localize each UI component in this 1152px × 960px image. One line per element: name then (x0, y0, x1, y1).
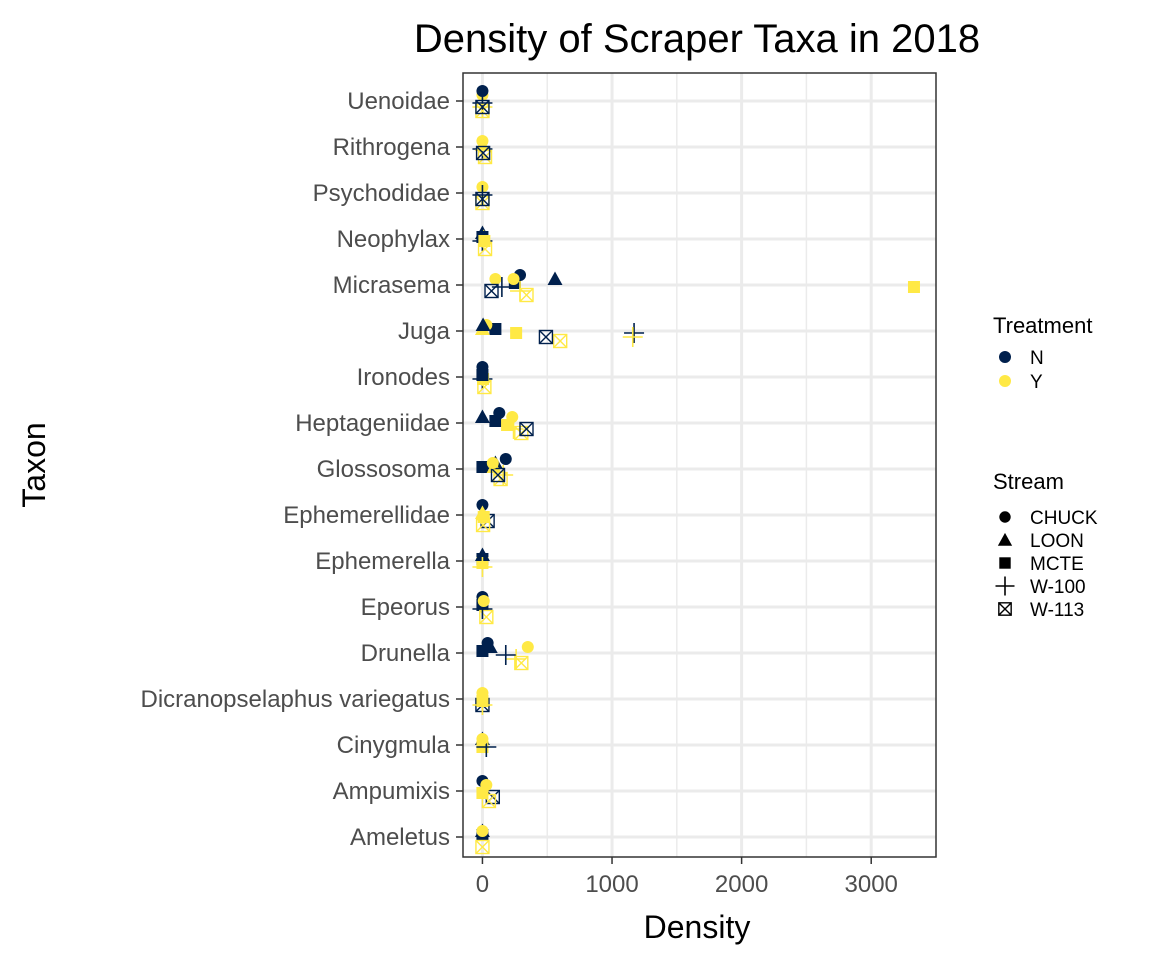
data-point (506, 649, 527, 669)
y-tick-label: Cinygmula (337, 732, 451, 759)
data-point (519, 421, 534, 437)
data-point (476, 733, 489, 745)
y-tick-label: Drunella (361, 640, 451, 667)
data-point (476, 369, 489, 381)
legend-label: N (1030, 348, 1044, 369)
y-tick-label: Epeorus (361, 594, 450, 621)
y-tick-label: Ironodes (357, 364, 450, 391)
data-point (521, 641, 534, 653)
plot-panel (462, 72, 937, 858)
legend-key-loon (997, 532, 1013, 546)
data-point (499, 453, 512, 465)
data-point (907, 281, 920, 293)
legend-key-w-100 (995, 576, 1015, 596)
y-tick-label: Ampumixis (333, 778, 450, 805)
data-point (475, 317, 491, 331)
data-point (486, 457, 499, 469)
data-point (622, 327, 643, 347)
treatment-legend-title: Treatment (993, 313, 1092, 338)
data-point (493, 407, 506, 419)
panel-background (463, 73, 936, 857)
panel-border (462, 72, 937, 858)
data-point (474, 505, 490, 519)
treatment-legend: Treatment NY (993, 313, 1092, 393)
data-point (510, 281, 531, 301)
y-tick-label: Juga (398, 318, 451, 345)
stream-legend-title: Stream (993, 469, 1064, 494)
legend-key-y (999, 375, 1011, 387)
legend-label: W-100 (1030, 577, 1086, 598)
legend-key-mcte (999, 557, 1011, 569)
y-tick-label: Psychodidae (313, 180, 450, 207)
data-point (495, 645, 516, 665)
y-tick-label: Glossosoma (317, 456, 451, 483)
y-tick-label: Ephemerellidae (283, 502, 450, 529)
legend-label: Y (1030, 372, 1043, 393)
data-point (490, 467, 506, 483)
legend-key-chuck (999, 511, 1011, 523)
data-point (489, 273, 502, 285)
data-point (547, 271, 563, 285)
legend-label: MCTE (1030, 554, 1084, 575)
x-tick-label: 3000 (845, 871, 898, 898)
x-tick-label: 2000 (715, 871, 768, 898)
data-point (475, 145, 491, 161)
data-point (474, 547, 490, 561)
y-tick-label: Ephemerella (315, 548, 450, 575)
data-point (552, 333, 568, 349)
data-point (501, 419, 514, 431)
legend-key-w-113 (998, 602, 1012, 616)
data-point (476, 695, 489, 707)
data-point (476, 499, 489, 511)
data-points (472, 85, 920, 855)
data-point (478, 235, 491, 247)
data-point (481, 793, 497, 809)
data-point (476, 461, 489, 473)
legend-label: W-113 (1030, 600, 1084, 621)
y-axis-title: Taxon (16, 422, 52, 507)
data-point (476, 645, 489, 657)
y-tick-label: Heptageniidae (295, 410, 450, 437)
y-tick-label: Dicranopselaphus variegatus (140, 686, 450, 713)
data-point (491, 277, 512, 297)
data-point (475, 99, 490, 115)
data-point (624, 323, 645, 343)
legend-key-n (999, 351, 1011, 363)
x-tick-label: 0 (476, 871, 489, 898)
y-tick-label: Micrasema (333, 272, 451, 299)
y-tick-label: Neophylax (337, 226, 450, 253)
y-tick-label: Uenoidae (347, 88, 450, 115)
legend-label: LOON (1030, 531, 1084, 552)
data-point (475, 839, 490, 855)
y-axis: Uenoidae Rithrogena Psychodidae Neophylax Mi… (140, 88, 463, 851)
data-point (477, 595, 490, 607)
data-point (472, 557, 493, 577)
data-point (507, 273, 520, 285)
data-point (476, 85, 489, 97)
data-point (476, 825, 489, 837)
chart-title: Density of Scraper Taxa in 2018 (414, 17, 980, 61)
data-point (476, 787, 489, 799)
y-tick-label: Rithrogena (333, 134, 451, 161)
y-tick-label: Ameletus (350, 824, 450, 851)
x-axis: 0 1000 2000 3000 (476, 857, 898, 898)
x-axis-title: Density (644, 909, 751, 945)
data-point (510, 327, 523, 339)
data-point (538, 329, 554, 345)
data-point (472, 185, 493, 205)
data-point (475, 517, 491, 533)
data-point (489, 323, 502, 335)
data-point (474, 409, 490, 423)
legend-label: CHUCK (1030, 508, 1098, 529)
x-tick-label: 1000 (585, 871, 638, 898)
